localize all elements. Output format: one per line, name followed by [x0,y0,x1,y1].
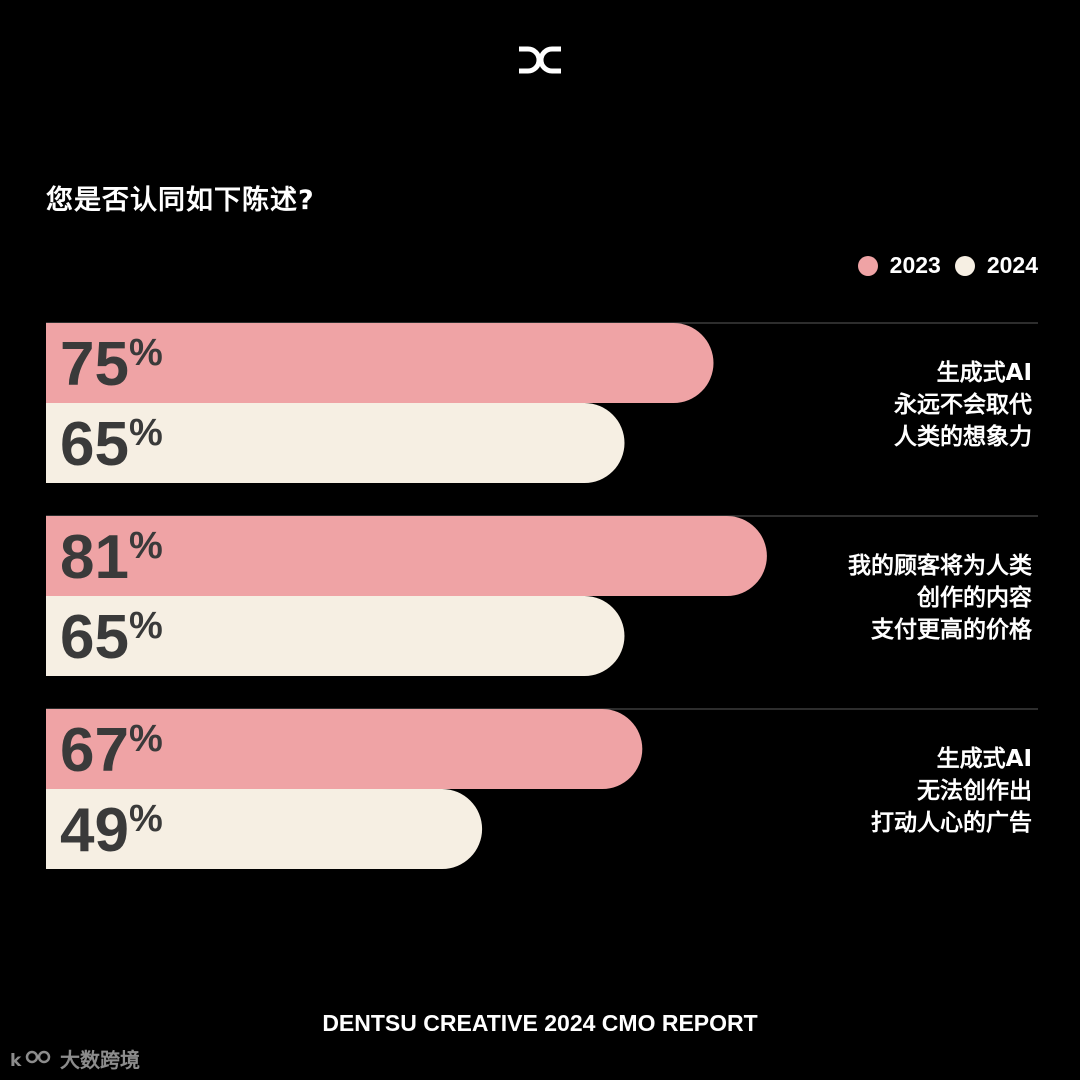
category-label-1-line-2: 永远不会取代 [894,391,1032,418]
legend-label-2023: 2023 [889,252,941,278]
bar-2024-1 [46,403,625,483]
data-label-2024-2: 65% [60,603,163,672]
legend: 2023 2024 [857,252,1038,279]
bar-2023-1 [46,323,714,403]
data-label-2024-1: 65% [60,410,163,479]
footer-report-title: DENTSU CREATIVE 2024 CMO REPORT [322,1010,758,1036]
category-label-2-line-1: 我的顾客将为人类 [848,552,1032,579]
legend-label-2024: 2024 [986,252,1038,278]
legend-swatch-2023 [857,255,878,276]
data-label-2023-3: 67% [60,716,163,785]
category-label-1-line-3: 人类的想象力 [894,423,1032,450]
data-label-2024-3: 49% [60,796,163,865]
question-title: 您是否认同如下陈述? [46,185,315,216]
bar-2023-3 [46,709,643,789]
category-label-1-line-1: 生成式AI [937,360,1032,386]
legend-item-2023: 2023 [857,252,941,279]
category-label-2-line-3: 支付更高的价格 [870,616,1033,643]
watermark-text: 大数跨境 [60,1048,140,1072]
legend-swatch-2024 [954,255,975,276]
category-label-3-line-1: 生成式AI [937,746,1032,772]
watermark: k 大数跨境 [10,1044,140,1073]
dc-logo-icon [519,46,561,74]
bar-2023-2 [46,516,767,596]
bar-2024-3 [46,789,483,869]
category-label-3-line-3: 打动人心的广告 [871,809,1032,836]
svg-text:k: k [10,1051,22,1071]
category-label-2-line-2: 创作的内容 [916,584,1032,611]
category-label-3-line-2: 无法创作出 [917,778,1032,804]
watermark-logo-icon: k [10,1050,51,1071]
legend-item-2024: 2024 [954,252,1038,279]
data-label-2023-2: 81% [60,523,163,592]
bar-2024-2 [46,596,625,676]
data-label-2023-1: 75% [60,330,163,399]
